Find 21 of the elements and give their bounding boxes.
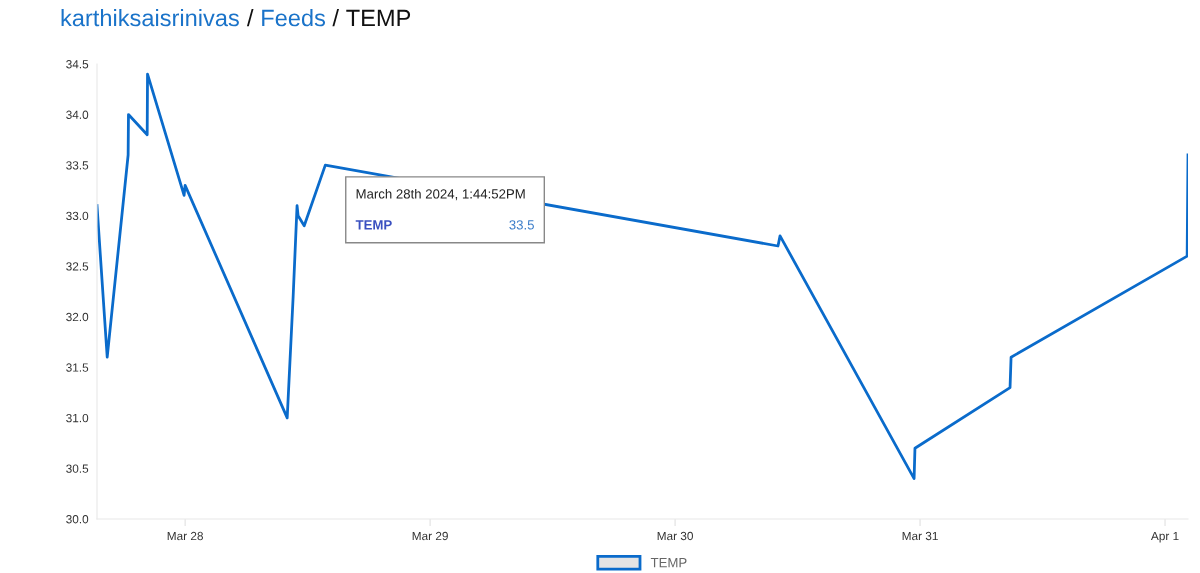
y-tick-label: 32.5 <box>66 262 89 271</box>
y-tick-label: 34.0 <box>66 110 89 119</box>
x-tick-label: Apr 1 <box>1150 531 1179 543</box>
y-tick-label: 31.0 <box>66 413 89 423</box>
annotation: TEMP <box>355 220 392 230</box>
y-tick-label: 30.5 <box>66 464 89 473</box>
annotation: March 28th 2024, 1:44:52PM <box>356 188 525 201</box>
annotation: 33.5 <box>509 220 534 230</box>
y-tick-label: 32.0 <box>66 312 89 322</box>
y-tick-label: 34.5 <box>66 60 89 69</box>
y-tick-label: 30.0 <box>66 515 89 524</box>
legend-label: TEMP <box>650 558 687 568</box>
x-tick-label: Mar 31 <box>902 531 938 541</box>
y-tick-label: 33.0 <box>66 211 89 221</box>
chart-title: karthiksaisrinivas / Feeds / TEMP <box>61 9 411 27</box>
y-tick-label: 31.5 <box>66 363 89 372</box>
line-series <box>97 72 1188 480</box>
x-tick-label: Mar 29 <box>412 531 448 541</box>
x-tick-label: Mar 30 <box>657 531 693 541</box>
y-tick-label: 33.5 <box>66 161 89 170</box>
x-tick-label: Mar 28 <box>167 531 203 541</box>
